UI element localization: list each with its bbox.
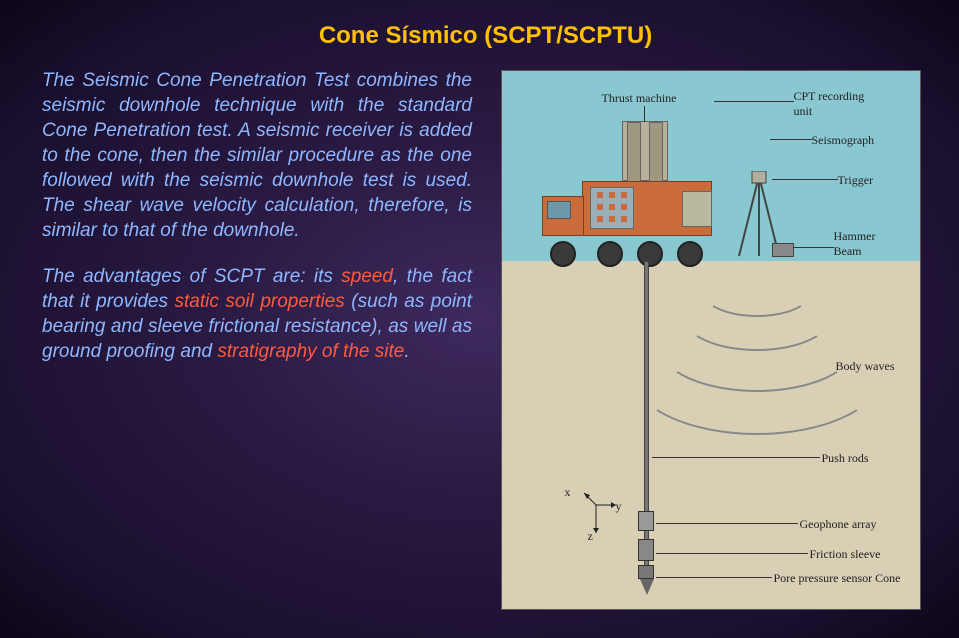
- geophone-icon: [638, 511, 654, 531]
- leader-line: [656, 523, 798, 524]
- label-friction: Friction sleeve: [810, 547, 881, 562]
- friction-sleeve-icon: [638, 539, 654, 561]
- truck-icon: [542, 181, 722, 261]
- highlight-strat: stratigraphy of the site: [217, 341, 404, 362]
- wheel-icon: [597, 241, 623, 267]
- slide-title: Cone Sísmico (SCPT/SCPTU): [42, 22, 929, 50]
- cpt-unit-icon: [682, 191, 712, 227]
- wave-arc-icon: [632, 315, 882, 435]
- leader-line: [652, 457, 820, 458]
- p2-lead: The advantages of SCPT are: its: [42, 266, 341, 287]
- paragraph-1: The Seismic Cone Penetration Test combin…: [42, 68, 472, 244]
- leader-line: [794, 247, 834, 248]
- label-body-waves: Body waves: [836, 359, 895, 374]
- leader-line: [656, 553, 808, 554]
- text-column: The Seismic Cone Penetration Test combin…: [42, 68, 472, 618]
- label-hammer-beam: Hammer Beam: [834, 229, 904, 259]
- leader-line: [656, 577, 772, 578]
- content-row: The Seismic Cone Penetration Test combin…: [42, 68, 929, 618]
- wheel-icon: [637, 241, 663, 267]
- label-push-rods: Push rods: [822, 451, 869, 466]
- push-rod-icon: [644, 261, 649, 581]
- label-trigger: Trigger: [838, 173, 874, 188]
- figure-column: x y z Thrust machine CPT recording unit …: [492, 68, 929, 618]
- highlight-speed: speed: [341, 266, 393, 287]
- pore-sensor-icon: [638, 565, 654, 579]
- label-pore-cone: Pore pressure sensor Cone: [774, 571, 914, 586]
- hammer-beam-icon: [772, 243, 794, 257]
- truck-grid: [590, 187, 634, 229]
- leader-line: [714, 101, 794, 102]
- label-seismograph: Seismograph: [812, 133, 875, 148]
- leader-line: [770, 139, 812, 140]
- axis-frame: [578, 485, 618, 538]
- cone-tip-icon: [640, 579, 654, 595]
- axis-x-label: x: [565, 485, 571, 500]
- highlight-static: static soil properties: [174, 291, 344, 312]
- label-geophone: Geophone array: [800, 517, 877, 532]
- thrust-machine-icon: [622, 121, 668, 181]
- p2-end: .: [404, 341, 409, 362]
- axis-y-label: y: [616, 499, 622, 514]
- label-thrust: Thrust machine: [602, 91, 677, 106]
- paragraph-2: The advantages of SCPT are: its speed, t…: [42, 264, 472, 364]
- axis-z-label: z: [588, 529, 593, 544]
- leader-line: [644, 106, 645, 122]
- leader-line: [772, 179, 838, 180]
- slide: Cone Sísmico (SCPT/SCPTU) The Seismic Co…: [0, 0, 959, 638]
- label-cpt-unit: CPT recording unit: [794, 89, 884, 119]
- truck-cab: [542, 196, 584, 236]
- wheel-icon: [677, 241, 703, 267]
- title-text: Cone Sísmico (SCPT/SCPTU): [319, 22, 652, 49]
- wheel-icon: [550, 241, 576, 267]
- scpt-diagram: x y z Thrust machine CPT recording unit …: [501, 70, 921, 610]
